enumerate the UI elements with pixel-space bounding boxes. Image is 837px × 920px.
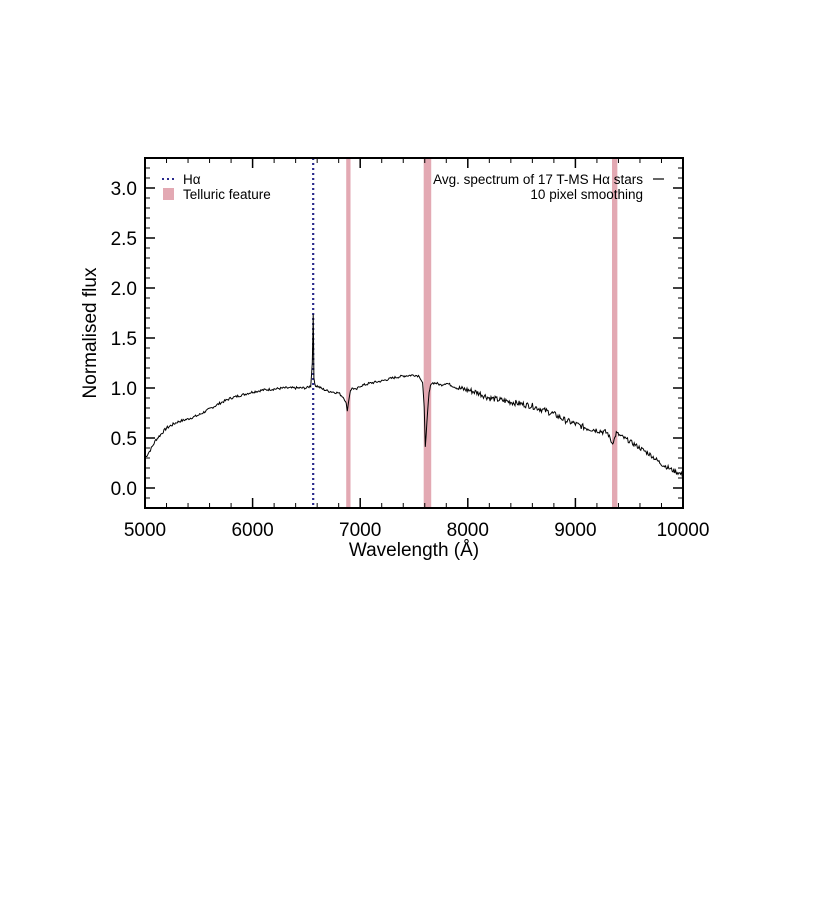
plot-frame xyxy=(144,157,684,509)
x-tick-label: 8000 xyxy=(447,520,489,541)
legend-telluric-label: Telluric feature xyxy=(183,187,271,202)
x-tick-label: 7000 xyxy=(339,520,381,541)
spectrum-series xyxy=(144,314,684,478)
spectrum-line-0 xyxy=(144,314,684,478)
x-axis-title: Wavelength (Å) xyxy=(349,540,479,561)
legend-halpha-label: Hα xyxy=(183,172,201,187)
y-tick-label: 1.0 xyxy=(111,379,137,400)
x-tick-label: 10000 xyxy=(657,520,710,541)
legend-telluric-swatch xyxy=(163,188,174,200)
y-tick-label: 3.0 xyxy=(111,179,137,200)
y-tick-label: 0.5 xyxy=(111,429,137,450)
legend-halpha-entry: Hα xyxy=(162,172,201,187)
legend-telluric-entry: Telluric feature xyxy=(163,187,271,202)
y-tick-label: 0.0 xyxy=(111,479,137,500)
legend-left: Hα Telluric feature xyxy=(162,172,271,202)
y-axis-title: Normalised flux xyxy=(80,267,101,398)
x-tick-label: 6000 xyxy=(231,520,273,541)
y-tick-label: 2.0 xyxy=(111,279,137,300)
legend-series-label-line2: 10 pixel smoothing xyxy=(530,187,643,202)
y-tick-label: 1.5 xyxy=(111,329,137,350)
axis-ticks: 5000 6000 7000 8000 9000 10000 0.0 0.5 1.0 1.5 2.0… xyxy=(111,158,710,541)
telluric-band-1 xyxy=(423,158,432,508)
telluric-bands xyxy=(346,158,618,508)
legend-series-label: Avg. spectrum of 17 T-MS Hα stars xyxy=(433,172,643,187)
x-tick-label: 5000 xyxy=(124,520,166,541)
y-tick-label: 2.5 xyxy=(111,229,137,250)
legend-right: Avg. spectrum of 17 T-MS Hα stars 10 pix… xyxy=(433,172,664,202)
x-tick-label: 9000 xyxy=(554,520,596,541)
telluric-band-2 xyxy=(611,158,618,508)
telluric-band-0 xyxy=(346,158,351,508)
